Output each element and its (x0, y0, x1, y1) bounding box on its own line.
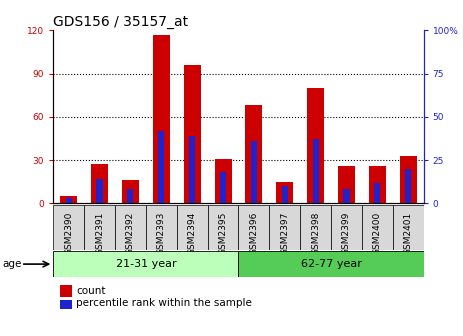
Bar (115, 205, 146, 250)
Text: GSM2393: GSM2393 (157, 212, 166, 255)
Text: GSM2394: GSM2394 (188, 212, 197, 255)
Bar (276, 182, 293, 203)
Bar (184, 65, 200, 203)
Bar (189, 136, 195, 203)
Text: 62-77 year: 62-77 year (300, 259, 362, 269)
Bar (207, 205, 238, 250)
Bar (344, 190, 350, 203)
Bar (400, 156, 417, 203)
Bar (369, 166, 386, 203)
Bar (338, 166, 355, 203)
Bar (53, 205, 84, 250)
Bar (282, 186, 288, 203)
Text: GSM2399: GSM2399 (342, 212, 351, 255)
Text: percentile rank within the sample: percentile rank within the sample (76, 298, 252, 308)
Bar (122, 180, 139, 203)
Bar (269, 205, 300, 250)
Bar (393, 205, 424, 250)
Bar (96, 179, 103, 203)
Text: GSM2392: GSM2392 (126, 212, 135, 255)
Text: GSM2398: GSM2398 (311, 212, 320, 255)
Bar (313, 139, 319, 203)
Bar (60, 196, 77, 203)
Bar (362, 205, 393, 250)
Text: GSM2397: GSM2397 (280, 212, 289, 255)
Text: GSM2400: GSM2400 (373, 212, 382, 255)
Bar (84, 205, 115, 250)
Bar (66, 198, 72, 203)
Bar (220, 172, 226, 203)
Bar (214, 159, 232, 203)
Bar (91, 164, 108, 203)
Bar (251, 141, 257, 203)
Text: GSM2390: GSM2390 (64, 212, 73, 255)
Bar (405, 169, 411, 203)
Text: 21-31 year: 21-31 year (116, 259, 176, 269)
Text: GSM2391: GSM2391 (95, 212, 104, 255)
Bar (331, 205, 362, 250)
Bar (374, 182, 381, 203)
Bar (127, 190, 133, 203)
Text: count: count (76, 286, 106, 296)
Bar (153, 35, 170, 203)
Bar (53, 251, 238, 277)
Bar (245, 105, 263, 203)
Text: age: age (2, 259, 22, 269)
Bar (238, 205, 269, 250)
Bar (177, 205, 207, 250)
Text: GSM2395: GSM2395 (219, 212, 227, 255)
Text: GSM2396: GSM2396 (250, 212, 258, 255)
Bar (158, 131, 164, 203)
Text: GDS156 / 35157_at: GDS156 / 35157_at (53, 15, 188, 29)
Bar (300, 205, 331, 250)
Bar (307, 88, 324, 203)
Text: GSM2401: GSM2401 (404, 212, 413, 255)
Bar (146, 205, 177, 250)
Bar (238, 251, 424, 277)
